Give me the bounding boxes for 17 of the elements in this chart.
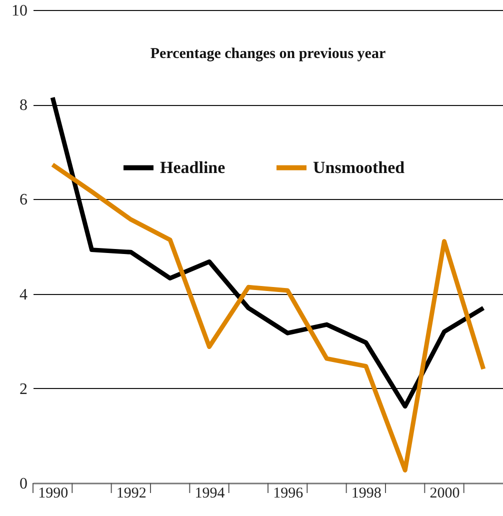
x-tick-label: 1994	[194, 486, 226, 502]
legend-label: Headline	[160, 158, 226, 177]
line-series	[50, 95, 486, 409]
y-tick-label: 6	[20, 192, 28, 209]
x-tick-label: 2000	[430, 486, 460, 502]
x-tick-label: 1996	[273, 486, 304, 502]
x-tick-label: 1992	[116, 486, 146, 502]
y-tick-label: 0	[20, 476, 28, 492]
text: Percentage changes on previous year	[150, 46, 386, 62]
x-tick-label: 1998	[351, 486, 382, 502]
y-tick-label: 4	[20, 286, 28, 304]
y-tick-label: 8	[20, 97, 28, 114]
line-series	[50, 162, 486, 472]
y-tick-label: 10	[12, 2, 28, 20]
x-tick-label: 1990	[38, 486, 68, 502]
y-tick-label: 2	[20, 380, 28, 398]
legend-label: Unsmoothed	[313, 158, 406, 177]
